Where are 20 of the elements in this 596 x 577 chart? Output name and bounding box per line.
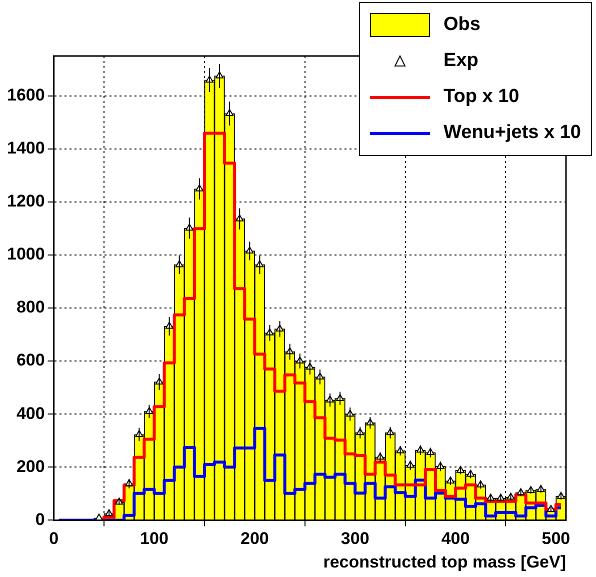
y-tick-label: 400 xyxy=(16,404,45,423)
legend-label: Exp xyxy=(444,50,478,72)
y-tick-label: 1200 xyxy=(6,192,45,211)
y-tick-label: 1000 xyxy=(6,244,45,264)
x-tick-label: 300 xyxy=(340,529,370,548)
y-tick-label: 200 xyxy=(16,456,45,476)
y-tick-label: 0 xyxy=(35,510,45,529)
x-tick-label: 200 xyxy=(240,529,269,548)
x-axis-title: reconstructed top mass [GeV] xyxy=(323,552,566,572)
legend-label: Wenu+jets x 10 xyxy=(444,122,581,144)
x-tick-label: 500 xyxy=(542,529,570,548)
y-tick-label: 600 xyxy=(16,350,45,370)
legend-label: Top x 10 xyxy=(444,86,520,108)
x-tick-label: 0 xyxy=(49,529,59,548)
x-tick-label: 100 xyxy=(140,529,168,548)
y-tick-label: 800 xyxy=(16,298,45,317)
y-tick-label: 1600 xyxy=(6,85,45,104)
legend-label: Obs xyxy=(444,14,480,36)
x-tick-label: 400 xyxy=(441,529,470,548)
y-tick-label: 1400 xyxy=(6,138,45,158)
